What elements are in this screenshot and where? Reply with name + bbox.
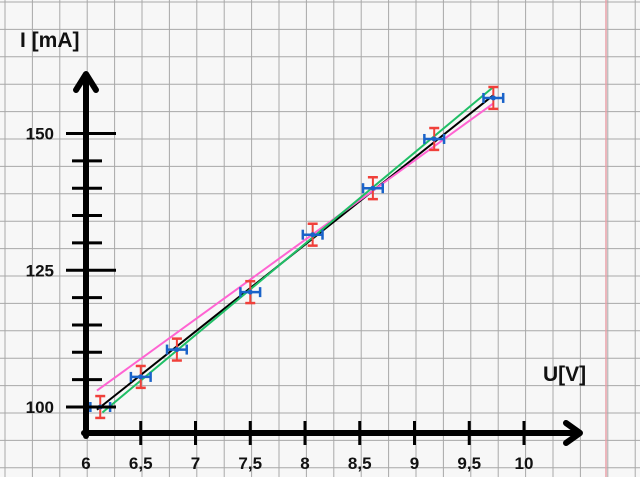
x-tick-label: 9,5 <box>457 454 481 473</box>
point-marker <box>370 185 376 191</box>
data-point <box>423 126 446 152</box>
data-point <box>165 337 188 362</box>
point-marker <box>174 347 180 353</box>
y-axis-arrow-icon <box>73 71 99 93</box>
x-axis-title: U[V] <box>543 363 586 386</box>
x-axis-arrow-icon <box>563 420 583 446</box>
fit-lines <box>96 86 494 414</box>
axis-ticks <box>66 132 526 445</box>
fit-line-3 <box>101 86 494 414</box>
x-tick-label: 8,5 <box>348 454 372 473</box>
point-marker <box>490 95 496 101</box>
tick-labels: 6 6,5 7 7,5 8 8,5 9 9,5 10 100 125 150 <box>26 125 534 474</box>
y-tick-label: 100 <box>26 398 54 417</box>
axes <box>73 71 583 446</box>
x-tick-label: 7,5 <box>238 454 262 473</box>
data-point <box>129 364 152 390</box>
y-tick-label: 125 <box>26 261 54 280</box>
data-point <box>482 85 505 111</box>
point-marker <box>247 289 253 295</box>
point-marker <box>310 232 316 238</box>
y-axis-title: I [mA] <box>20 29 80 52</box>
data-point <box>239 279 262 305</box>
fit-line-2 <box>96 102 494 392</box>
y-tick-label: 150 <box>26 125 54 144</box>
x-tick-label: 7 <box>191 454 200 473</box>
x-tick-label: 8 <box>300 454 309 473</box>
point-marker <box>138 374 144 380</box>
data-point <box>361 176 384 201</box>
data-point <box>301 222 324 247</box>
x-tick-label: 9 <box>410 454 419 473</box>
point-marker <box>431 136 437 142</box>
x-tick-label: 10 <box>515 454 534 473</box>
x-tick-label: 6 <box>81 454 90 473</box>
x-tick-label: 6,5 <box>129 454 153 473</box>
